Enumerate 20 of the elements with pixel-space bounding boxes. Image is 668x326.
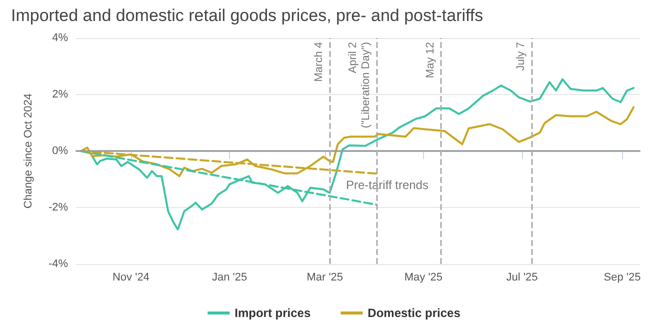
ref-line-label: April 2 ("Liberation Day") <box>347 42 372 128</box>
y-axis-title: Change since Oct 2024 <box>22 94 34 208</box>
y-tick-label: 0% <box>52 145 68 157</box>
y-tick-label: 2% <box>52 88 68 100</box>
legend-label: Import prices <box>234 306 311 320</box>
annotation: Pre-tariff trends <box>346 178 428 192</box>
legend-label: Domestic prices <box>368 306 461 320</box>
x-tick-label: Jul '25 <box>506 272 538 284</box>
x-tick-label: Jan '25 <box>212 272 248 284</box>
ref-line-label: May 12 <box>424 42 437 78</box>
x-tick-label: Sep '25 <box>604 272 641 284</box>
y-tick-label: 4% <box>52 32 68 44</box>
ref-line-label: March 4 <box>313 42 326 82</box>
ref-line-label: July 7 <box>515 42 528 71</box>
x-tick-label: May '25 <box>404 272 443 284</box>
y-tick-label: -2% <box>48 202 68 214</box>
x-tick-label: Nov '24 <box>112 272 150 284</box>
x-tick-label: Mar '25 <box>306 272 344 284</box>
chart-title: Imported and domestic retail goods prices, pre- and post-tariffs <box>11 6 484 25</box>
y-tick-label: -4% <box>48 258 68 270</box>
